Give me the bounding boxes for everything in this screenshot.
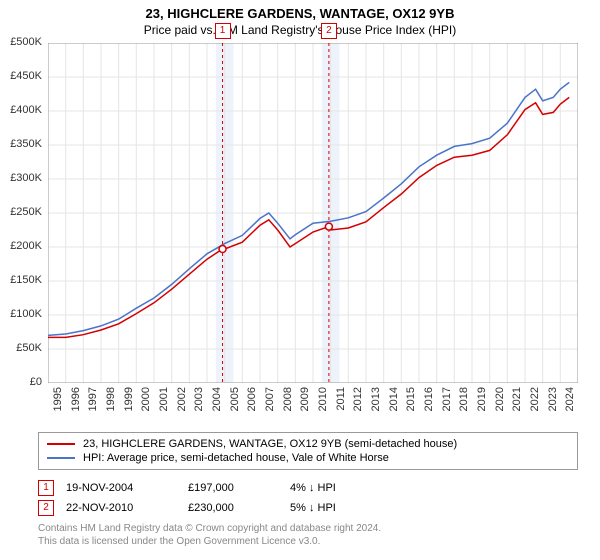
chart-title-subtitle: Price paid vs. HM Land Registry's House … [0,21,600,43]
attribution-line-1: Contains HM Land Registry data © Crown c… [38,522,578,535]
x-axis-tick-label: 1995 [52,387,64,437]
x-axis-tick-label: 1997 [87,387,99,437]
x-axis-tick-label: 1999 [123,387,135,437]
x-axis-tick-label: 2012 [352,387,364,437]
y-axis-tick-label: £0 [0,376,42,388]
chart-event-marker-1: 1 [215,23,231,39]
legend-label-hpi: HPI: Average price, semi-detached house,… [83,452,389,464]
y-axis-tick-label: £500K [0,36,42,48]
transaction-price-1: £197,000 [188,482,278,494]
y-axis-tick-label: £300K [0,172,42,184]
transaction-price-2: £230,000 [188,502,278,514]
y-axis-tick-label: £50K [0,342,42,354]
x-axis-tick-label: 2010 [317,387,329,437]
transaction-date-2: 22-NOV-2010 [66,502,176,514]
page-root: 23, HIGHCLERE GARDENS, WANTAGE, OX12 9YB… [0,0,600,560]
transaction-row-2: 2 22-NOV-2010 £230,000 5% ↓ HPI [38,496,578,516]
y-axis-tick-label: £350K [0,138,42,150]
legend-row-property: 23, HIGHCLERE GARDENS, WANTAGE, OX12 9YB… [47,437,569,451]
x-axis-tick-label: 2003 [193,387,205,437]
transaction-delta-1: 4% ↓ HPI [290,482,380,494]
x-axis-tick-label: 2022 [529,387,541,437]
transaction-delta-2: 5% ↓ HPI [290,502,380,514]
x-axis-tick-label: 2014 [388,387,400,437]
transaction-marker-2: 2 [38,500,54,516]
x-axis-tick-label: 2013 [370,387,382,437]
y-axis-tick-label: £150K [0,274,42,286]
x-axis-tick-label: 2006 [246,387,258,437]
chart-area: £0£50K£100K£150K£200K£250K£300K£350K£400… [48,43,578,383]
transaction-date-1: 19-NOV-2004 [66,482,176,494]
x-axis-tick-label: 2005 [229,387,241,437]
chart-event-marker-2: 2 [321,23,337,39]
x-axis-tick-label: 2019 [476,387,488,437]
x-axis-tick-label: 2000 [140,387,152,437]
x-axis-tick-label: 2016 [423,387,435,437]
x-axis-tick-label: 2015 [405,387,417,437]
x-axis-tick-label: 2009 [299,387,311,437]
y-axis-tick-label: £400K [0,104,42,116]
x-axis-tick-label: 2001 [158,387,170,437]
legend-swatch-property [47,443,75,445]
transaction-marker-1: 1 [38,480,54,496]
transaction-row-1: 1 19-NOV-2004 £197,000 4% ↓ HPI [38,476,578,496]
x-axis-tick-label: 2020 [494,387,506,437]
attribution-line-2: This data is licensed under the Open Gov… [38,535,578,548]
legend-box: 23, HIGHCLERE GARDENS, WANTAGE, OX12 9YB… [38,432,578,470]
chart-title-address: 23, HIGHCLERE GARDENS, WANTAGE, OX12 9YB [0,0,600,21]
below-chart-block: 23, HIGHCLERE GARDENS, WANTAGE, OX12 9YB… [38,432,578,548]
y-axis-tick-label: £100K [0,308,42,320]
attribution-block: Contains HM Land Registry data © Crown c… [38,516,578,548]
x-axis-tick-label: 2008 [282,387,294,437]
y-axis-tick-label: £250K [0,206,42,218]
x-axis-tick-label: 2011 [335,387,347,437]
x-axis-tick-label: 2004 [211,387,223,437]
legend-swatch-hpi [47,457,75,459]
line-chart [48,43,578,383]
x-axis-tick-label: 2017 [441,387,453,437]
legend-row-hpi: HPI: Average price, semi-detached house,… [47,451,569,465]
x-axis-tick-label: 1998 [105,387,117,437]
x-axis-tick-label: 1996 [70,387,82,437]
legend-label-property: 23, HIGHCLERE GARDENS, WANTAGE, OX12 9YB… [83,438,457,450]
x-axis-tick-label: 2007 [264,387,276,437]
y-axis-tick-label: £450K [0,70,42,82]
x-axis-tick-label: 2024 [564,387,576,437]
y-axis-tick-label: £200K [0,240,42,252]
x-axis-tick-label: 2021 [511,387,523,437]
x-axis-tick-label: 2002 [176,387,188,437]
x-axis-tick-label: 2023 [547,387,559,437]
x-axis-tick-label: 2018 [458,387,470,437]
